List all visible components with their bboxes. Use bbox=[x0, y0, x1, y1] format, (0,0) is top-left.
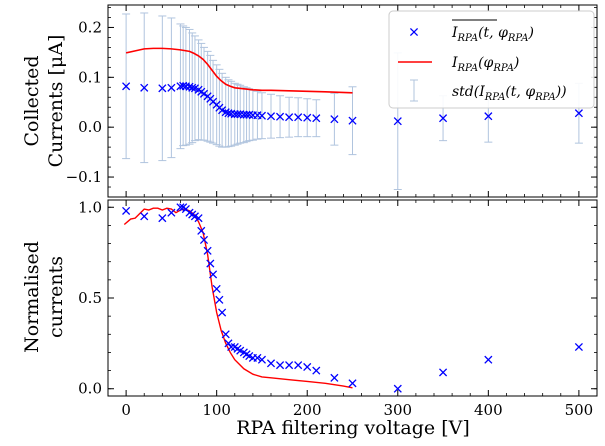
data-point bbox=[242, 110, 251, 119]
legend-label: IRPA(φRPA) bbox=[451, 55, 519, 74]
data-point bbox=[303, 113, 312, 122]
data-point bbox=[285, 113, 294, 122]
top-y-axis-label-line1: Collected bbox=[21, 55, 43, 146]
data-point bbox=[393, 384, 402, 393]
y-tick-label: 0.1 bbox=[78, 68, 102, 86]
y-tick-label: −0.1 bbox=[66, 168, 102, 186]
data-point bbox=[266, 359, 276, 368]
bottom-x-ticks: 0 100 200 300 400 500 bbox=[107, 200, 598, 419]
top-panel: −0.1 0.0 0.1 0.2 Collected Currents [μA] IR… bbox=[21, 4, 598, 198]
data-point bbox=[206, 259, 215, 268]
x-tick-label: 0 bbox=[121, 401, 131, 419]
x-tick-label: 200 bbox=[293, 401, 322, 419]
data-point bbox=[179, 81, 188, 90]
data-point bbox=[285, 361, 294, 370]
y-tick-label: 0.0 bbox=[78, 380, 102, 398]
data-point bbox=[303, 362, 312, 372]
data-point bbox=[257, 111, 267, 120]
legend: IRPA(t, φRPA) IRPA(φRPA) std(IRPA(t, φRPA)… bbox=[388, 10, 595, 109]
data-point bbox=[312, 114, 321, 123]
bottom-panel: 0.0 0.5 1.0 0 100 200 300 400 500 Normalised cu… bbox=[21, 198, 598, 439]
data-point bbox=[167, 208, 176, 217]
data-point bbox=[158, 84, 167, 93]
data-point bbox=[294, 361, 303, 370]
x-tick-label: 300 bbox=[383, 401, 412, 419]
data-point bbox=[253, 353, 262, 362]
data-point bbox=[167, 83, 176, 92]
data-point bbox=[393, 117, 402, 126]
data-point bbox=[330, 115, 339, 124]
data-point bbox=[348, 116, 357, 125]
data-point bbox=[194, 214, 203, 223]
top-panel-frame bbox=[107, 4, 598, 198]
data-point bbox=[484, 355, 493, 364]
data-point bbox=[275, 112, 285, 121]
legend-box bbox=[388, 10, 595, 109]
data-point bbox=[275, 361, 285, 370]
data-point bbox=[294, 113, 303, 122]
legend-marker-x bbox=[409, 27, 419, 37]
data-point bbox=[199, 235, 209, 244]
normalised-model-line bbox=[123, 207, 353, 389]
top-y-ticks: −0.1 0.0 0.1 0.2 bbox=[66, 7, 597, 198]
data-point bbox=[208, 270, 218, 279]
x-axis-label: RPA filtering voltage [V] bbox=[236, 417, 470, 439]
data-point bbox=[438, 368, 448, 377]
data-point bbox=[215, 295, 224, 304]
model-line bbox=[125, 47, 353, 94]
data-point bbox=[221, 330, 230, 339]
y-tick-label: 0.5 bbox=[78, 289, 102, 307]
data-point bbox=[188, 83, 197, 92]
data-point bbox=[266, 112, 276, 121]
legend-label: IRPA(t, φRPA) bbox=[451, 25, 534, 44]
data-point bbox=[218, 308, 227, 317]
bottom-plot-area bbox=[122, 203, 583, 393]
data-point bbox=[140, 212, 149, 221]
bottom-y-ticks: 0.0 0.5 1.0 bbox=[78, 198, 597, 398]
data-point bbox=[227, 342, 236, 352]
x-tick-label: 500 bbox=[565, 401, 594, 419]
data-point bbox=[257, 355, 267, 364]
bottom-y-axis-label-line1: Normalised bbox=[21, 241, 43, 353]
data-point bbox=[312, 366, 321, 375]
data-point bbox=[212, 284, 221, 293]
data-point bbox=[574, 342, 583, 352]
data-point bbox=[197, 226, 206, 235]
data-point bbox=[438, 114, 448, 123]
x-tick-label: 400 bbox=[474, 401, 503, 419]
data-point bbox=[122, 82, 131, 91]
data-point bbox=[233, 110, 242, 119]
y-tick-label: 1.0 bbox=[78, 198, 102, 216]
legend-label: std(IRPA(t, φRPA)) bbox=[452, 84, 567, 103]
data-point bbox=[348, 379, 357, 388]
data-point bbox=[330, 373, 339, 382]
y-tick-label: 0.0 bbox=[78, 118, 102, 136]
data-point bbox=[122, 206, 131, 215]
data-point bbox=[224, 109, 233, 118]
y-tick-label: 0.2 bbox=[78, 18, 102, 36]
data-point bbox=[199, 89, 209, 98]
top-x-ticks bbox=[107, 5, 598, 197]
bottom-series bbox=[122, 203, 583, 393]
legend-errorbar bbox=[410, 79, 418, 102]
bottom-panel-frame bbox=[107, 199, 598, 397]
data-point bbox=[176, 203, 185, 212]
bottom-y-axis-label-line2: currents bbox=[45, 256, 67, 338]
data-point bbox=[574, 109, 583, 118]
top-y-axis-label-line2: Currents [μA] bbox=[45, 35, 67, 168]
x-tick-label: 100 bbox=[202, 401, 231, 419]
data-point bbox=[203, 246, 212, 255]
data-point bbox=[140, 83, 149, 92]
data-point bbox=[158, 214, 167, 223]
data-point bbox=[484, 112, 493, 121]
